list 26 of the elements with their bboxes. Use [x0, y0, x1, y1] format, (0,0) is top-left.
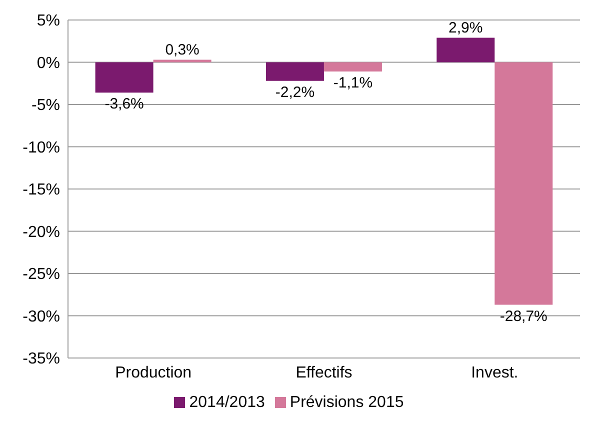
legend-label: Prévisions 2015: [290, 394, 404, 411]
y-tick-label: -25%: [22, 266, 60, 284]
bar: [324, 62, 382, 72]
y-tick-label: -15%: [22, 182, 60, 199]
y-tick-label: -35%: [22, 350, 60, 368]
y-tick-label: -5%: [32, 97, 60, 114]
x-tick-label: Effectifs: [296, 364, 352, 382]
x-tick-label: Production: [115, 364, 192, 382]
bar: [153, 60, 212, 62]
x-tick-label: Invest.: [471, 364, 518, 382]
y-tick-label: -10%: [22, 139, 60, 156]
y-tick-label: -30%: [22, 308, 60, 326]
data-label: 2,9%: [448, 20, 483, 37]
bar: [494, 62, 553, 305]
bar: [266, 62, 324, 81]
bar: [436, 38, 495, 62]
legend-label: 2014/2013: [189, 394, 265, 411]
y-tick-label: -20%: [22, 224, 60, 241]
data-label: -28,7%: [500, 308, 548, 325]
y-tick-label: 5%: [36, 12, 60, 30]
bar: [95, 62, 154, 93]
data-label: -1,1%: [333, 74, 373, 92]
data-label: 0,3%: [165, 42, 200, 59]
y-tick-label: 0%: [36, 54, 60, 72]
data-label: -2,2%: [275, 84, 315, 101]
data-label: -3,6%: [104, 96, 144, 113]
